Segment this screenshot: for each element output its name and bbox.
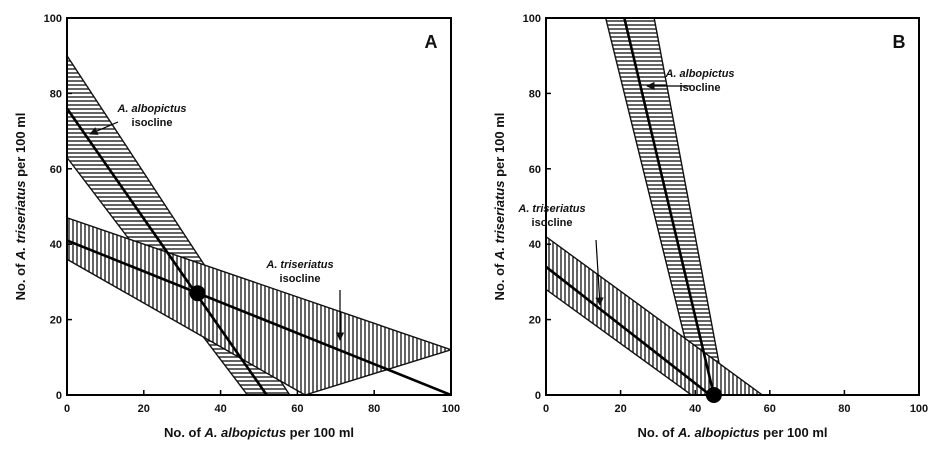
x-tick-label: 80	[368, 403, 380, 415]
x-tick-label: 100	[910, 403, 928, 415]
isocline-band-triseriatus	[546, 235, 764, 395]
y-tick-label: 40	[50, 239, 62, 251]
y-tick-label: 100	[44, 13, 62, 25]
x-tick-label: 60	[291, 403, 303, 415]
y-tick-label: 20	[529, 315, 541, 327]
x-tick-label: 60	[764, 403, 776, 415]
isocline-band-triseriatus	[67, 217, 451, 395]
plot-area	[546, 18, 764, 395]
y-tick-label: 60	[529, 164, 541, 176]
isocline-line-albopictus	[623, 18, 716, 395]
y-tick-label: 20	[50, 315, 62, 327]
y-tick-label: 40	[529, 239, 541, 251]
isocline-annotation: A. albopictus isocline	[116, 103, 186, 129]
y-tick-label: 0	[535, 390, 541, 402]
isocline-line-triseriatus	[546, 265, 711, 395]
x-tick-label: 40	[214, 403, 226, 415]
x-tick-label: 0	[64, 403, 70, 415]
annotation-arrow	[89, 121, 119, 135]
isocline-annotation: A. triseriatus isocline	[265, 259, 333, 285]
x-tick-label: 80	[838, 403, 850, 415]
plot-area	[67, 54, 451, 395]
y-tick-label: 60	[50, 164, 62, 176]
x-axis-label: No. of A. albopictus per 100 ml	[638, 425, 828, 440]
y-tick-label: 80	[50, 88, 62, 100]
isocline-line-albopictus	[67, 107, 268, 395]
y-axis-label: No. of A. triseriatus per 100 ml	[13, 113, 28, 301]
isocline-annotation: A. triseriatus isocline	[517, 203, 585, 229]
isocline-line-triseriatus	[67, 239, 451, 395]
y-tick-label: 100	[523, 13, 541, 25]
panel-b: 0 20 40 60 80 100 0 20 40 60 80 100 No. of A. albopi…	[492, 13, 928, 440]
equilibrium-point	[705, 387, 722, 403]
x-tick-label: 40	[689, 403, 701, 415]
y-axis-label: No. of A. triseriatus per 100 ml	[492, 113, 507, 301]
x-axis-label: No. of A. albopictus per 100 ml	[164, 425, 354, 440]
x-tick-label: 20	[614, 403, 626, 415]
isocline-annotation: A. albopictus isocline	[664, 68, 734, 94]
equilibrium-point	[189, 285, 206, 302]
panel-label: B	[893, 32, 906, 52]
y-tick-label: 0	[56, 390, 62, 402]
plot-frame	[66, 17, 452, 396]
y-tick-label: 80	[529, 88, 541, 100]
x-tick-label: 100	[442, 403, 460, 415]
plot-frame	[545, 17, 920, 396]
annotation-arrow	[595, 239, 604, 306]
x-tick-label: 0	[543, 403, 549, 415]
panel-label: A	[425, 32, 438, 52]
panel-a: 0 20 40 60 80 100 0 20 40 60 80 100 No. of A. albopi…	[13, 13, 460, 440]
x-tick-label: 20	[138, 403, 150, 415]
isocline-band-albopictus	[604, 18, 726, 395]
